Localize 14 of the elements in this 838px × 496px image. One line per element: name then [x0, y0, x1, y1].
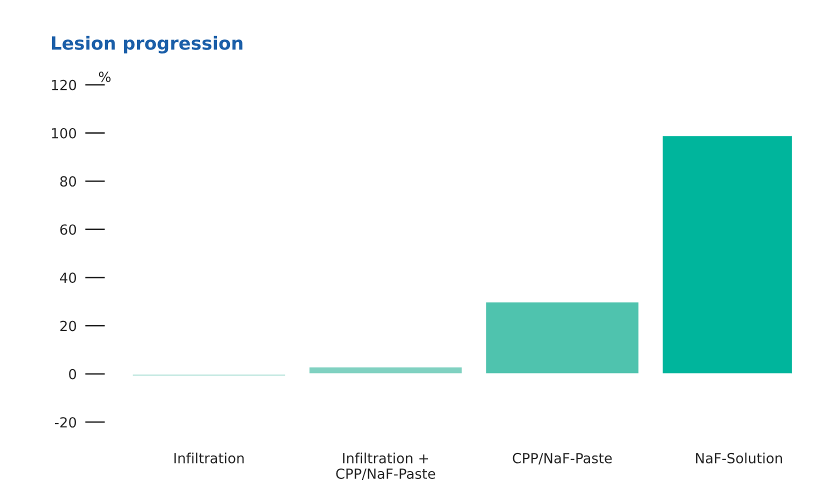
x-tick-label: Infiltration + CPP/NaF-Paste [336, 452, 436, 480]
y-tick-label: 120 [52, 80, 76, 90]
y-tick-label: 100 [52, 128, 76, 138]
y-tick-label: 80 [60, 176, 76, 187]
y-tick-label: 0 [69, 368, 76, 380]
y-tick-label: 40 [60, 272, 76, 284]
x-tick-label: Infiltration [174, 452, 244, 464]
x-tick-label: CPP/NaF-Paste [512, 452, 612, 464]
chart-title: Lesion progression [52, 36, 242, 54]
y-tick-label: 60 [60, 224, 76, 235]
y-tick-label: -20 [54, 417, 76, 428]
y-axis-title: % [98, 72, 111, 82]
x-tick-label: NaF-Solution [696, 452, 782, 464]
y-tick-label: 20 [60, 320, 76, 332]
